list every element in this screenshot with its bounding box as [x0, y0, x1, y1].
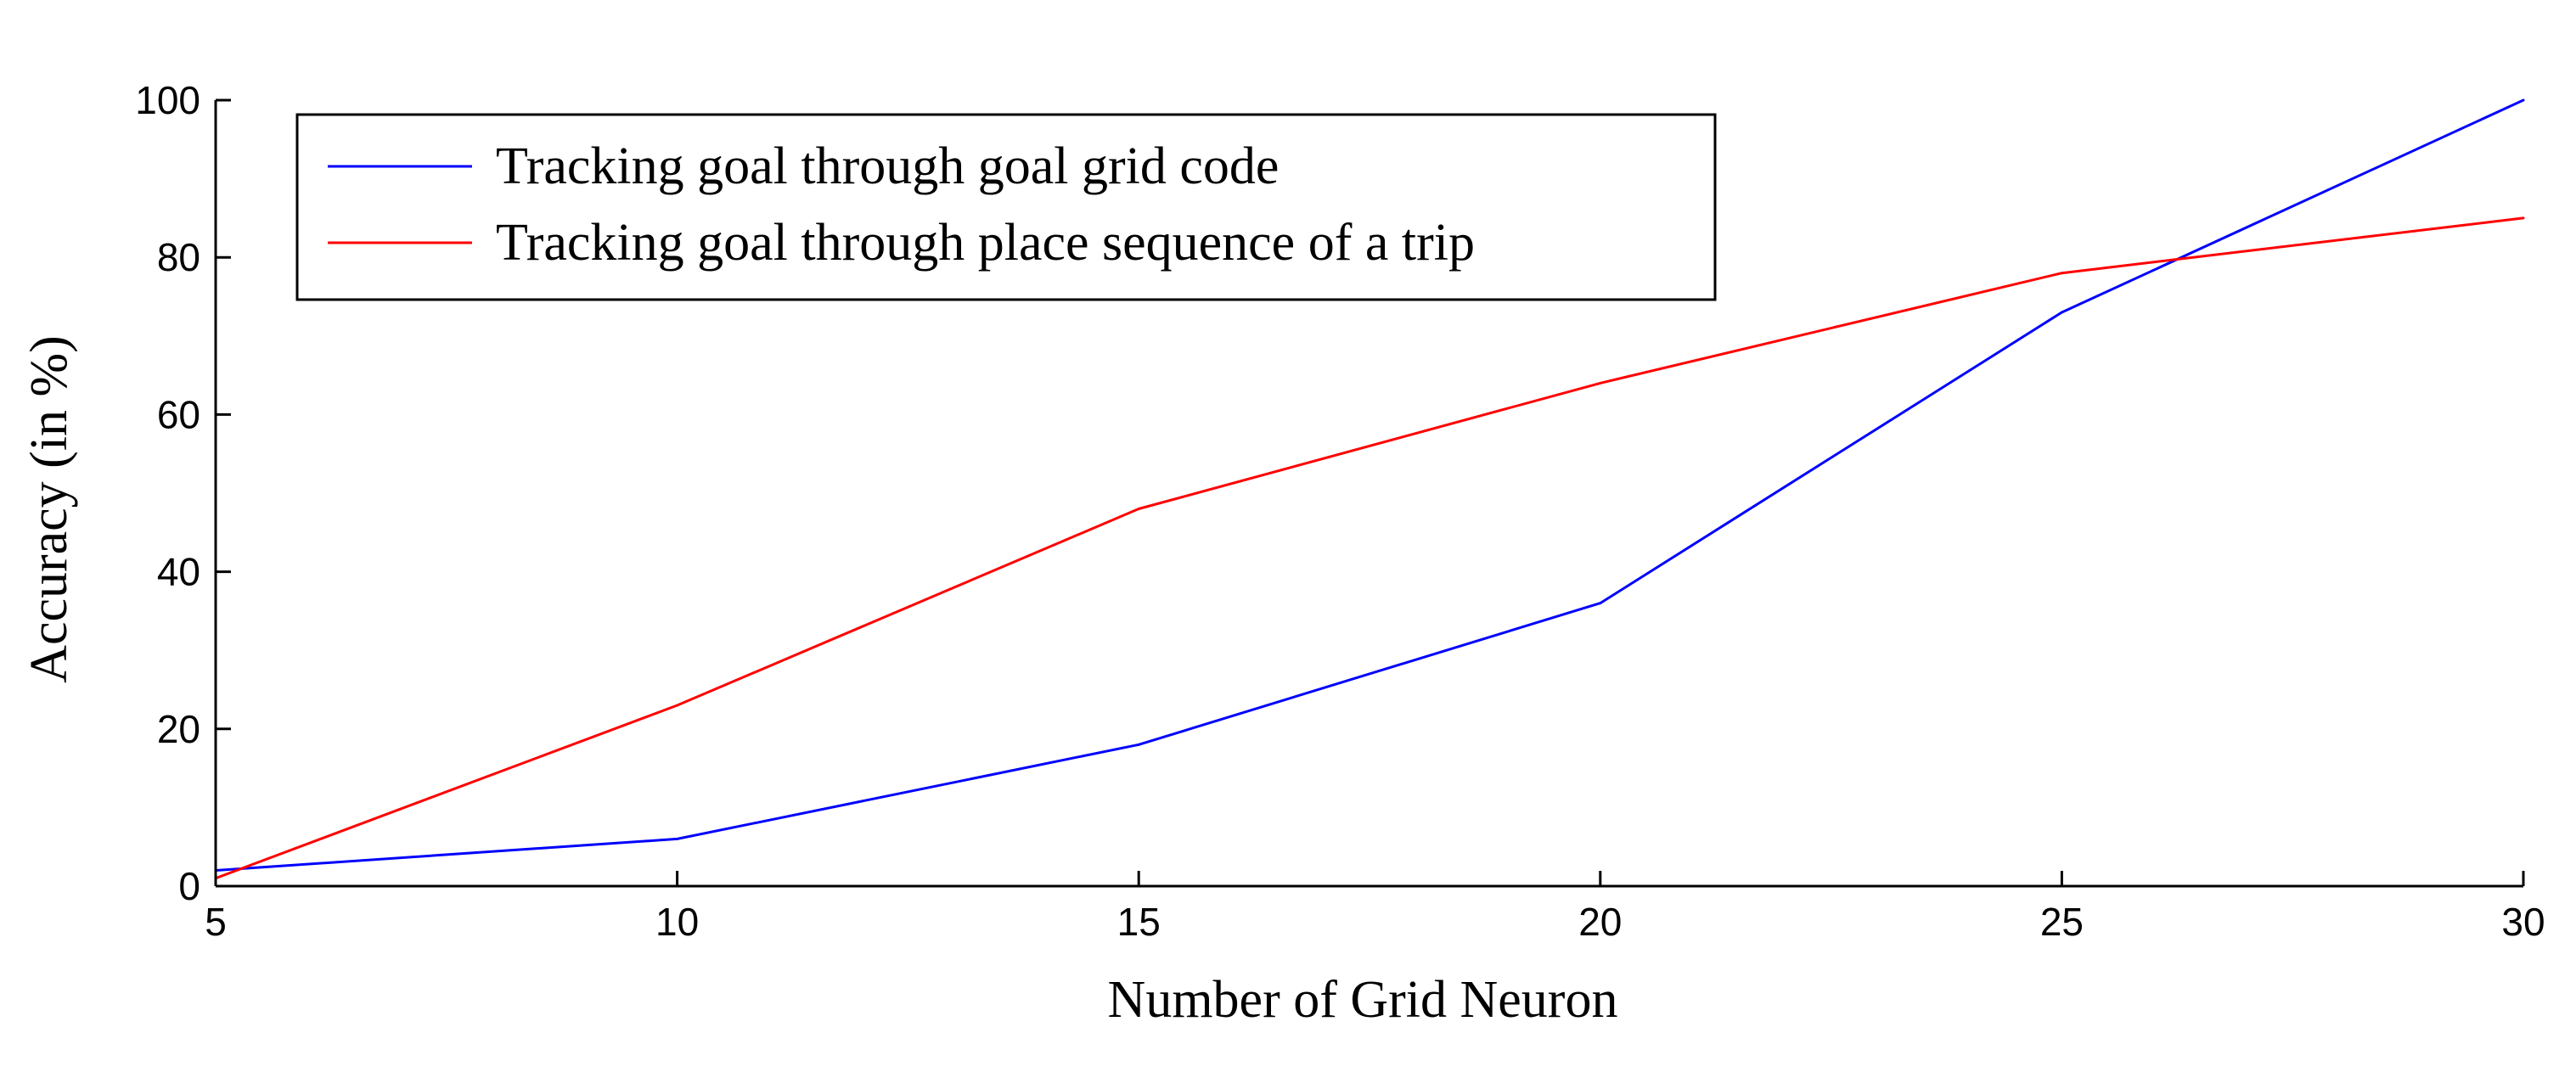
legend-label-place-sequence: Tracking goal through place sequence of … — [496, 214, 1475, 272]
x-tick-label-2: 15 — [1117, 900, 1161, 944]
x-tick-label-0: 5 — [205, 900, 227, 944]
data-point-0-2 — [1137, 743, 1140, 746]
y-tick-label-3: 60 — [157, 392, 200, 436]
axes: 5 10 15 20 25 30 0 20 40 60 80 100 — [135, 78, 2545, 944]
y-tick-label-5: 100 — [135, 78, 200, 122]
legend-label-goal-grid-code: Tracking goal through goal grid code — [496, 138, 1279, 195]
y-tick-label-2: 40 — [157, 550, 200, 594]
x-tick-label-4: 25 — [2040, 900, 2084, 944]
data-point-1-2 — [1137, 508, 1140, 511]
series-line-0 — [215, 98, 2524, 872]
series-group — [214, 98, 2525, 880]
x-tick-label-3: 20 — [1578, 900, 1622, 944]
data-point-1-3 — [1599, 381, 1602, 384]
x-tick-label-5: 30 — [2501, 900, 2545, 944]
data-point-0-1 — [676, 837, 679, 840]
data-point-1-4 — [2060, 272, 2063, 275]
y-tick-label-4: 80 — [157, 235, 200, 279]
data-point-1-1 — [676, 704, 679, 707]
y-tick-label-1: 20 — [157, 707, 200, 751]
y-tick-label-0: 0 — [178, 864, 200, 908]
data-point-1-5 — [2522, 216, 2525, 220]
data-point-0-3 — [1599, 602, 1602, 605]
x-tick-label-1: 10 — [655, 900, 699, 944]
x-axis-title: Number of Grid Neuron — [1108, 971, 1618, 1029]
legend-box — [295, 113, 1717, 301]
y-axis-title: Accuracy (in %) — [20, 335, 78, 683]
data-point-0-4 — [2060, 311, 2063, 314]
legend: Tracking goal through goal grid code Tra… — [295, 113, 1717, 301]
data-point-0-5 — [2522, 98, 2525, 102]
series-line-1 — [215, 216, 2524, 880]
